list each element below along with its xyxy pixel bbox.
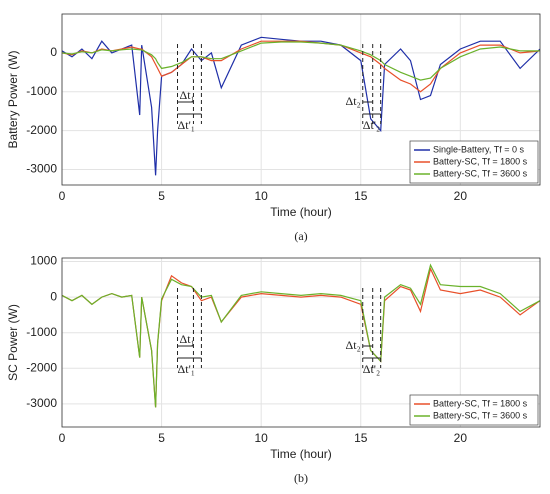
annotation: Δt₂ — [346, 94, 361, 108]
annotation: Δt₁ — [180, 332, 195, 346]
x-tick-label: 0 — [59, 189, 66, 203]
series-line — [62, 41, 540, 81]
y-tick-label: -2000 — [26, 123, 57, 137]
y-axis-label: SC Power (W) — [6, 304, 20, 381]
axes-frame — [61, 257, 541, 428]
y-tick-label: 0 — [50, 45, 57, 59]
legend-label: Battery-SC, Tf = 3600 s — [433, 410, 528, 420]
annotation: Δt'₂ — [363, 118, 380, 132]
x-axis-label: Time (hour) — [270, 205, 332, 219]
caption: (a) — [294, 229, 307, 243]
annotation: Δt₁ — [180, 88, 195, 102]
x-tick-label: 0 — [59, 431, 66, 445]
y-tick-label: -2000 — [26, 360, 57, 374]
legend-label: Battery-SC, Tf = 1800 s — [433, 156, 528, 166]
y-axis-label: Battery Power (W) — [6, 50, 20, 148]
x-tick-label: 20 — [454, 431, 468, 445]
x-tick-label: 5 — [158, 431, 165, 445]
series-line — [62, 263, 540, 408]
legend-label: Single-Battery, Tf = 0 s — [433, 144, 524, 154]
annotation: Δt'₁ — [178, 362, 195, 376]
x-tick-label: 15 — [354, 189, 368, 203]
x-axis-label: Time (hour) — [270, 447, 332, 461]
legend-box — [409, 140, 539, 184]
y-tick-label: -3000 — [26, 396, 57, 410]
legend-box — [409, 394, 539, 426]
caption: (b) — [294, 471, 308, 485]
x-tick-label: 20 — [454, 189, 468, 203]
legend-label: Battery-SC, Tf = 3600 s — [433, 168, 528, 178]
y-tick-label: -1000 — [26, 325, 57, 339]
annotation: Δt'₂ — [363, 362, 380, 376]
legend-label: Battery-SC, Tf = 1800 s — [433, 398, 528, 408]
annotation: Δt₂ — [346, 338, 361, 352]
y-tick-label: -1000 — [26, 84, 57, 98]
series-line — [62, 36, 540, 176]
annotation: Δt'₁ — [178, 118, 195, 132]
x-tick-label: 15 — [354, 431, 368, 445]
axes-frame — [61, 13, 541, 186]
x-tick-label: 5 — [158, 189, 165, 203]
y-tick-label: -3000 — [26, 162, 57, 176]
y-tick-label: 0 — [50, 289, 57, 303]
x-tick-label: 10 — [254, 431, 268, 445]
y-tick-label: 1000 — [30, 254, 57, 268]
x-tick-label: 10 — [254, 189, 268, 203]
